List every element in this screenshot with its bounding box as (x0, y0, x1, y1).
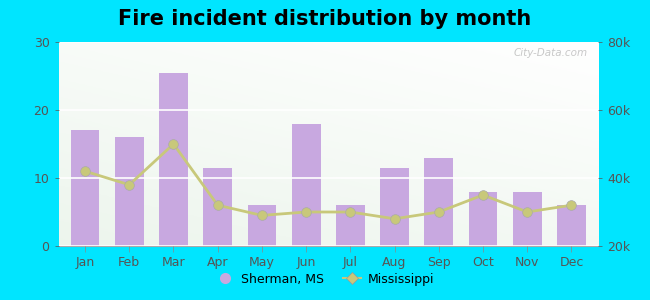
Legend: Sherman, MS, Mississippi: Sherman, MS, Mississippi (211, 268, 439, 291)
Bar (248, 205, 276, 246)
Bar (71, 130, 99, 246)
Bar (203, 168, 232, 246)
Bar (380, 168, 409, 246)
Bar (159, 73, 188, 246)
Bar (513, 192, 541, 246)
Text: City-Data.com: City-Data.com (513, 48, 587, 58)
Bar (336, 205, 365, 246)
Bar (557, 205, 586, 246)
Bar (292, 124, 320, 246)
Bar (424, 158, 453, 246)
Bar (469, 192, 497, 246)
Bar (115, 137, 144, 246)
Text: Fire incident distribution by month: Fire incident distribution by month (118, 9, 532, 29)
